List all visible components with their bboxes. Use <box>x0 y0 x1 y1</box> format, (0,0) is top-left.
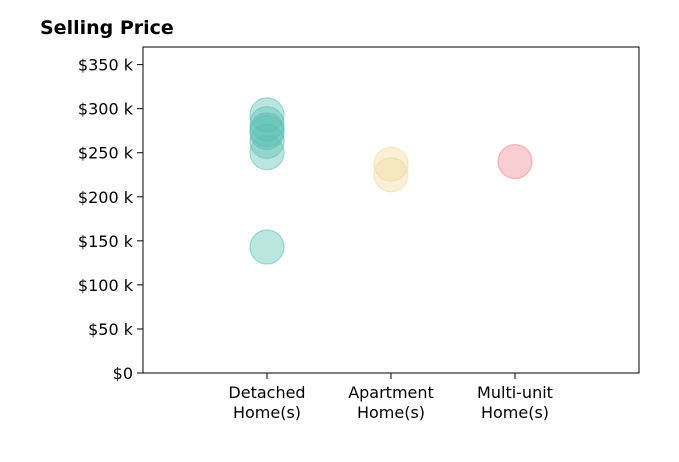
data-point <box>373 157 409 193</box>
data-point <box>497 143 533 180</box>
y-tick-label: $150 k <box>78 232 134 251</box>
y-tick-label: $200 k <box>78 188 134 207</box>
y-tick-label: $0 <box>113 364 133 383</box>
y-tick-label: $350 k <box>78 56 134 75</box>
x-axis: Detached Home(s) Apartment Home(s) Multi-uni… <box>228 373 553 422</box>
y-tick-label: $300 k <box>78 100 134 119</box>
data-point <box>373 146 409 182</box>
data-point <box>249 97 285 133</box>
data-point <box>249 135 285 171</box>
data-point <box>249 114 285 151</box>
x-tick-label: Apartment Home(s) <box>348 383 434 422</box>
data-points <box>249 97 533 265</box>
y-tick-label: $100 k <box>78 276 134 295</box>
plot-frame <box>142 46 640 374</box>
y-tick-label: $50 k <box>88 320 134 339</box>
data-point <box>249 229 285 265</box>
data-point <box>249 123 285 159</box>
x-tick-label: Detached Home(s) <box>228 383 305 422</box>
x-tick-label: Multi-unit Home(s) <box>477 383 553 422</box>
y-axis: $0 $50 k $100 k $150 k $200 k $250 k $300 k $35… <box>78 56 143 383</box>
chart-title: Selling Price <box>40 17 174 39</box>
y-tick-label: $250 k <box>78 144 134 163</box>
